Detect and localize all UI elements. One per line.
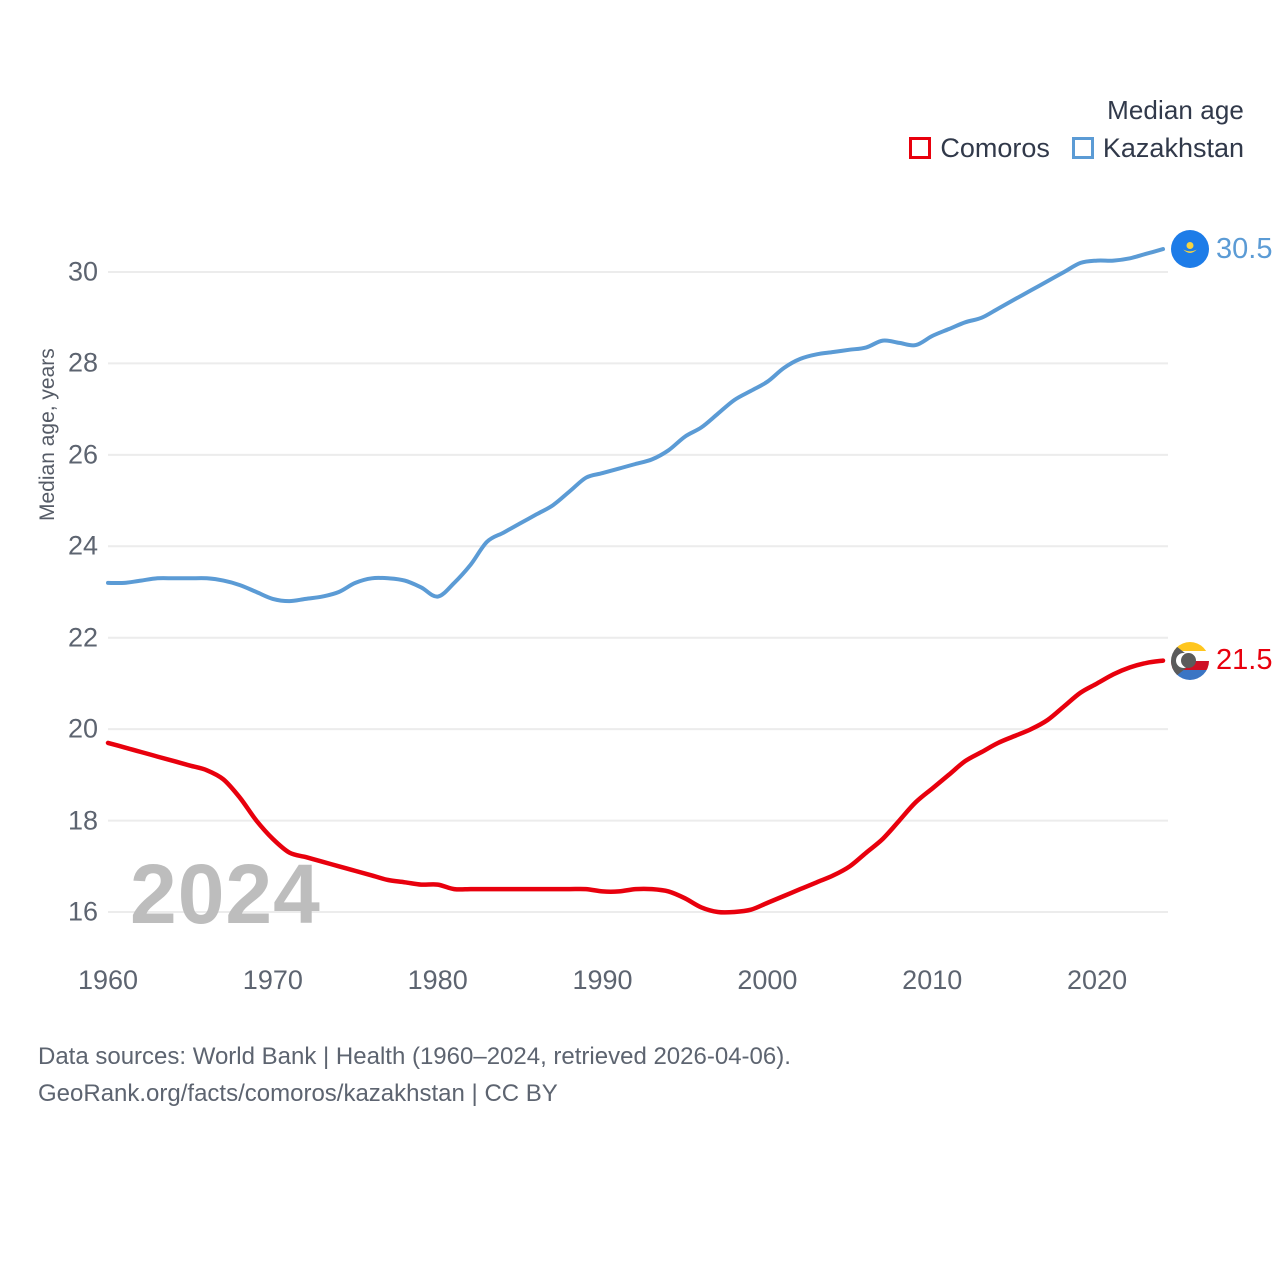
legend-title: Median age: [1107, 95, 1244, 125]
y-tick-label: 16: [67, 896, 98, 927]
legend-items: Comoros Kazakhstan: [909, 132, 1244, 163]
y-tick-label: 24: [67, 530, 98, 561]
comoros-flag-icon: [1171, 641, 1209, 680]
legend-item-kazakhstan[interactable]: Kazakhstan: [1071, 132, 1244, 163]
year-watermark: 2024: [130, 847, 321, 941]
x-tick-label: 1980: [407, 965, 468, 995]
x-tick-label: 1990: [572, 965, 633, 995]
x-tick-label: 2000: [737, 965, 798, 995]
y-tick-label: 26: [67, 439, 98, 470]
y-tick-label: 30: [67, 256, 98, 287]
series-lines: [105, 247, 1166, 915]
series-line-kazakhstan: [106, 247, 1165, 604]
x-tick-label: 2020: [1067, 965, 1128, 995]
x-tick-label: 2010: [902, 965, 963, 995]
footer-line-sources: Data sources: World Bank | Health (1960–…: [38, 1043, 791, 1070]
x-tick-label: 1970: [242, 965, 303, 995]
kazakhstan-flag-icon: [1171, 230, 1209, 269]
endpoint-marker-comoros[interactable]: 21.5: [1171, 641, 1273, 680]
y-tick-label: 20: [67, 713, 98, 744]
endpoint-value-kazakhstan: 30.5: [1216, 232, 1273, 265]
endpoint-value-comoros: 21.5: [1216, 644, 1273, 677]
legend-item-comoros[interactable]: Comoros: [909, 132, 1050, 163]
x-tick-label: 1960: [77, 965, 139, 995]
legend-label-comoros: Comoros: [940, 132, 1050, 163]
series-line-comoros: [105, 658, 1166, 915]
footer-attribution: Data sources: World Bank | Health (1960–…: [38, 1038, 791, 1112]
gridlines: [108, 271, 1168, 913]
legend-swatch-kazakhstan: [1071, 137, 1094, 160]
endpoint-marker-kazakhstan[interactable]: 30.5: [1171, 230, 1273, 269]
comoros-crescent-icon: [1176, 652, 1196, 668]
y-tick-label: 28: [67, 347, 98, 378]
footer-line-link[interactable]: GeoRank.org/facts/comoros/kazakhstan | C…: [38, 1080, 558, 1108]
y-tick-label: 22: [67, 622, 98, 653]
y-tick-label: 18: [67, 805, 98, 836]
x-axis-ticks: 1960 1970 1980 1990 2000 2010 2020: [0, 965, 1280, 1009]
legend: Median age Comoros Kazakhstan: [909, 95, 1244, 163]
legend-label-kazakhstan: Kazakhstan: [1102, 132, 1244, 163]
y-axis-ticks: 16 18 20 22 24 26 28 30: [28, 0, 98, 1280]
legend-swatch-comoros: [909, 137, 932, 160]
kazakhstan-sun-icon: [1183, 241, 1197, 253]
